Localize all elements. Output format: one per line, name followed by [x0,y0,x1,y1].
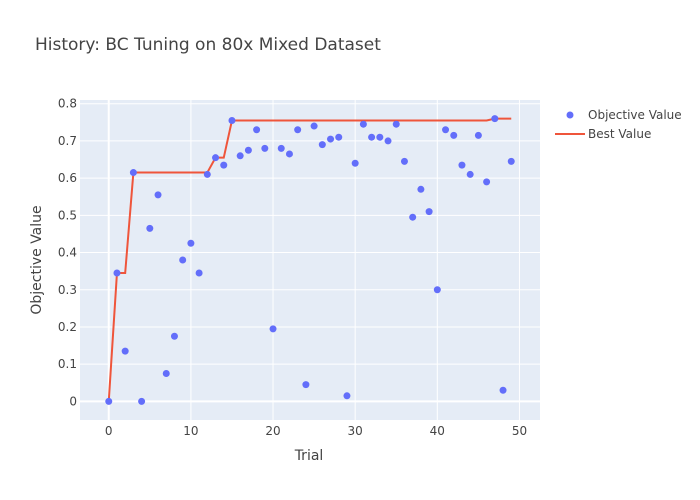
x-axis-label: Trial [294,448,324,464]
data-point[interactable] [162,369,170,377]
y-tick-label: 0.2 [58,320,77,334]
grid-lines [80,100,540,420]
data-point[interactable] [228,116,236,124]
y-tick-label: 0.7 [58,134,77,148]
best-value-series [107,117,512,402]
y-tick-label: 0.4 [58,246,77,260]
best-value-line [107,117,512,402]
data-point[interactable] [285,150,293,158]
data-point[interactable] [400,157,408,165]
data-point[interactable] [302,381,310,389]
data-point[interactable] [318,141,326,149]
plot-area [80,100,540,420]
data-point[interactable] [121,347,129,355]
data-point[interactable] [425,208,433,216]
data-point[interactable] [474,131,482,139]
data-point[interactable] [236,152,244,160]
data-point[interactable] [433,286,441,294]
data-point[interactable] [154,191,162,199]
x-tick-label: 20 [265,424,280,438]
data-point[interactable] [113,269,121,277]
data-point[interactable] [343,392,351,400]
data-point[interactable] [368,133,376,141]
legend-label-objective-value: Objective Value [588,108,682,122]
x-tick-label: 40 [430,424,445,438]
y-tick-label: 0.6 [58,171,77,185]
data-point[interactable] [269,325,277,333]
data-point[interactable] [384,137,392,145]
legend-label-best-value: Best Value [588,127,651,141]
legend[interactable]: Objective Value Best Value [555,108,682,141]
y-tick-label: 0.1 [58,357,77,371]
data-point[interactable] [450,131,458,139]
data-point[interactable] [310,122,318,130]
data-point[interactable] [105,397,113,405]
data-point[interactable] [442,126,450,134]
legend-item-best-value[interactable]: Best Value [555,127,651,141]
chart-title: History: BC Tuning on 80x Mixed Dataset [35,35,381,55]
data-point[interactable] [392,120,400,128]
legend-item-objective-value[interactable]: Objective Value [566,108,682,122]
data-point[interactable] [146,224,154,232]
legend-marker-objective-value [566,111,574,119]
data-point[interactable] [253,126,261,134]
data-point[interactable] [499,386,507,394]
x-tick-label: 10 [183,424,198,438]
data-point[interactable] [507,157,515,165]
x-tick-labels: 0 10 20 30 40 50 [105,424,527,438]
objective-value-series [105,115,515,405]
y-tick-label: 0 [69,394,77,408]
data-point[interactable] [409,213,417,221]
data-point[interactable] [212,154,220,162]
data-point[interactable] [351,159,359,167]
data-point[interactable] [138,397,146,405]
data-point[interactable] [261,144,269,152]
data-point[interactable] [203,170,211,178]
data-point[interactable] [376,133,384,141]
data-point[interactable] [277,144,285,152]
data-point[interactable] [220,161,228,169]
y-tick-label: 0.3 [58,283,77,297]
data-point[interactable] [327,135,335,143]
x-tick-label: 30 [348,424,363,438]
data-point[interactable] [244,146,252,154]
data-point[interactable] [195,269,203,277]
data-point[interactable] [294,126,302,134]
data-point[interactable] [417,185,425,193]
x-tick-label: 50 [512,424,527,438]
data-point[interactable] [491,115,499,123]
y-tick-labels: 0 0.1 0.2 0.3 0.4 0.5 0.6 0.7 0.8 [58,97,77,409]
data-point[interactable] [129,169,137,177]
data-point[interactable] [359,120,367,128]
y-axis-label: Objective Value [29,205,45,314]
data-point[interactable] [179,256,187,264]
y-tick-label: 0.8 [58,97,77,111]
data-point[interactable] [335,133,343,141]
data-point[interactable] [170,332,178,340]
data-point[interactable] [466,170,474,178]
x-tick-label: 0 [105,424,113,438]
data-point[interactable] [458,161,466,169]
y-tick-label: 0.5 [58,208,77,222]
data-point[interactable] [187,239,195,247]
data-point[interactable] [483,178,491,186]
